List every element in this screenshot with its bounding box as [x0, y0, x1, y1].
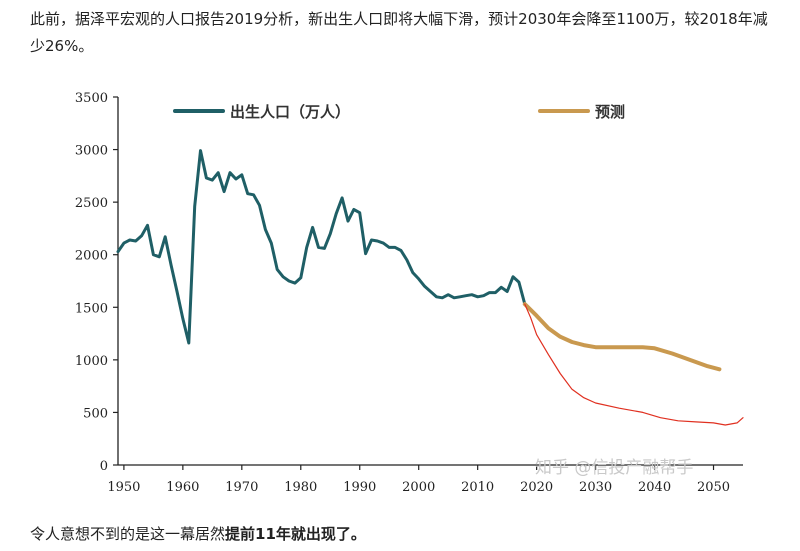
article-intro-text: 此前，据泽平宏观的人口报告2019分析，新出生人口即将大幅下滑，预计2030年会… — [30, 10, 768, 55]
series-line-births — [116, 149, 527, 345]
chart-legend: 出生人口（万人） 预测 — [173, 103, 625, 121]
chart-series-layer — [116, 149, 744, 426]
x-tick-label: 1980 — [284, 480, 317, 495]
birth-population-chart: 0 500 1000 1500 2000 2500 3000 3500 1950 1960 1970… — [40, 78, 780, 505]
y-tick-label: 3000 — [75, 144, 108, 159]
y-tick-label: 3500 — [75, 91, 108, 106]
article-outro-text: 令人意想不到的是这一幕居然提前11年就出现了。 — [30, 523, 366, 545]
y-tick-label: 1000 — [75, 354, 108, 369]
series-line-actual-decline — [524, 303, 744, 426]
outro-plain-text: 令人意想不到的是这一幕居然 — [30, 525, 226, 543]
chart-axes: 0 500 1000 1500 2000 2500 3000 3500 1950 1960 1970… — [75, 91, 743, 495]
x-tick-label: 1970 — [225, 480, 258, 495]
y-tick-label: 2500 — [75, 196, 108, 211]
x-tick-label: 1960 — [166, 480, 199, 495]
x-tick-label: 1990 — [343, 480, 376, 495]
y-tick-label: 500 — [83, 406, 108, 421]
x-tick-label: 2030 — [579, 480, 612, 495]
legend-label-forecast: 预测 — [595, 103, 625, 121]
x-tick-label: 2010 — [461, 480, 494, 495]
y-tick-label: 0 — [100, 459, 108, 474]
watermark-text: 知乎 @信投产融帮手 — [535, 458, 693, 478]
x-tick-label: 2020 — [520, 480, 553, 495]
x-tick-label: 2050 — [697, 480, 730, 495]
chart-svg: 0 500 1000 1500 2000 2500 3000 3500 1950 1960 1970… — [75, 91, 744, 495]
y-tick-label: 1500 — [75, 301, 108, 316]
x-tick-label: 2040 — [638, 480, 671, 495]
legend-label-births: 出生人口（万人） — [230, 103, 350, 121]
y-tick-label: 2000 — [75, 249, 108, 264]
outro-bold-text: 提前11年就出现了。 — [225, 525, 366, 543]
series-line-forecast — [522, 302, 722, 372]
x-tick-label: 2000 — [402, 480, 435, 495]
x-tick-label: 1950 — [107, 480, 140, 495]
